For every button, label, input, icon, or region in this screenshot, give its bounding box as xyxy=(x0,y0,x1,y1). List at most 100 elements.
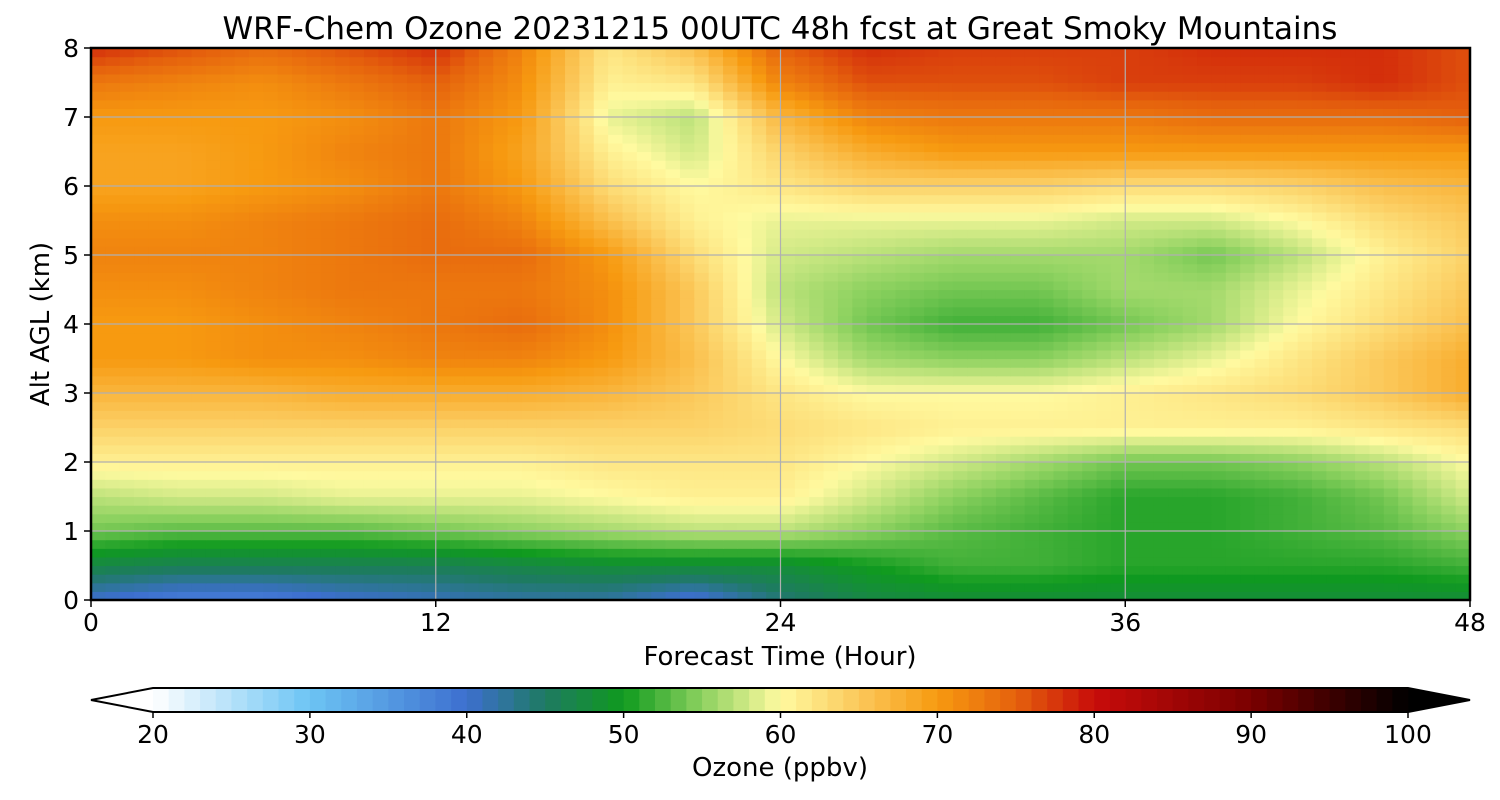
heatmap-cell xyxy=(91,401,106,411)
heatmap-cell xyxy=(1240,332,1256,342)
heatmap-cell xyxy=(148,531,164,541)
heatmap-cell xyxy=(751,177,767,187)
heatmap-cell xyxy=(148,582,164,592)
heatmap-cell xyxy=(737,263,753,273)
heatmap-cell xyxy=(708,315,724,325)
heatmap-cell xyxy=(1125,324,1141,334)
heatmap-cell xyxy=(292,453,308,463)
heatmap-cell xyxy=(1441,453,1457,463)
heatmap-cell xyxy=(1096,177,1112,187)
heatmap-cell xyxy=(119,306,135,316)
heatmap-cell xyxy=(895,470,911,480)
heatmap-cell xyxy=(723,565,738,575)
heatmap-cell xyxy=(1039,315,1055,325)
heatmap-cell xyxy=(952,418,968,429)
heatmap-cell xyxy=(665,453,681,463)
heatmap-cell xyxy=(1153,298,1169,308)
heatmap-cell xyxy=(191,444,207,454)
heatmap-cell xyxy=(751,393,767,403)
heatmap-cell xyxy=(177,315,193,325)
heatmap-cell xyxy=(593,574,609,584)
heatmap-cell xyxy=(895,341,911,351)
heatmap-cell xyxy=(335,548,351,558)
heatmap-cell xyxy=(1211,246,1227,256)
heatmap-cell xyxy=(1340,229,1356,239)
heatmap-cell xyxy=(162,358,178,368)
heatmap-cell xyxy=(263,263,279,273)
heatmap-cell xyxy=(1010,229,1026,239)
heatmap-cell xyxy=(363,246,379,256)
heatmap-cell xyxy=(909,358,925,368)
heatmap-cell xyxy=(1297,280,1313,291)
heatmap-cell xyxy=(780,565,796,575)
heatmap-cell xyxy=(191,220,207,230)
heatmap-cell xyxy=(1082,453,1098,463)
heatmap-cell xyxy=(177,565,193,575)
heatmap-cell xyxy=(981,436,997,446)
heatmap-cell xyxy=(694,306,710,316)
heatmap-cell xyxy=(995,272,1011,282)
heatmap-cell xyxy=(378,177,394,187)
heatmap-cell xyxy=(277,341,293,351)
heatmap-cell xyxy=(708,341,724,351)
heatmap-cell xyxy=(1110,582,1126,592)
heatmap-cell xyxy=(1082,582,1098,592)
heatmap-cell xyxy=(780,315,796,325)
heatmap-cell xyxy=(852,505,868,515)
heatmap-cell xyxy=(450,151,466,161)
heatmap-cell xyxy=(220,574,236,584)
heatmap-cell xyxy=(421,582,437,592)
heatmap-cell xyxy=(651,384,667,394)
heatmap-cell xyxy=(608,367,624,377)
heatmap-cell xyxy=(478,427,494,437)
heatmap-cell xyxy=(1168,539,1184,549)
heatmap-cell xyxy=(694,539,710,549)
heatmap-cell xyxy=(981,220,997,230)
heatmap-cell xyxy=(1139,367,1155,377)
heatmap-cell xyxy=(1340,263,1356,273)
heatmap-cell xyxy=(220,203,236,213)
heatmap-cell xyxy=(335,358,351,368)
heatmap-cell xyxy=(521,160,537,170)
heatmap-cell xyxy=(981,522,997,532)
heatmap-cell xyxy=(1225,539,1241,549)
heatmap-cell xyxy=(895,263,911,273)
heatmap-cell xyxy=(1197,358,1213,368)
heatmap-cell xyxy=(507,453,523,463)
heatmap-cell xyxy=(263,539,279,549)
heatmap-cell xyxy=(1024,367,1040,377)
heatmap-cell xyxy=(1283,522,1299,532)
heatmap-cell xyxy=(794,332,810,342)
heatmap-cell xyxy=(507,418,523,429)
heatmap-cell xyxy=(952,186,968,196)
heatmap-cell xyxy=(363,289,379,299)
heatmap-cell xyxy=(1082,513,1098,523)
heatmap-cell xyxy=(837,548,853,558)
heatmap-cell xyxy=(105,505,121,515)
heatmap-cell xyxy=(392,401,408,411)
heatmap-cell xyxy=(794,574,810,584)
heatmap-cell xyxy=(536,194,552,204)
heatmap-cell xyxy=(1039,280,1055,291)
heatmap-cell xyxy=(119,246,135,256)
heatmap-cell xyxy=(1067,539,1083,549)
heatmap-cell xyxy=(464,324,480,334)
heatmap-cell xyxy=(378,487,394,498)
heatmap-cell xyxy=(1240,393,1256,403)
heatmap-cell xyxy=(1240,255,1256,265)
heatmap-cell xyxy=(277,487,293,498)
heatmap-cell xyxy=(263,487,279,498)
heatmap-cell xyxy=(148,393,164,403)
heatmap-cell xyxy=(967,211,983,222)
heatmap-cell xyxy=(1067,341,1083,351)
heatmap-cell xyxy=(1067,151,1083,161)
heatmap-cell xyxy=(1369,444,1385,454)
heatmap-cell xyxy=(1182,168,1198,178)
heatmap-cell xyxy=(392,384,408,394)
heatmap-cell xyxy=(1024,341,1040,351)
heatmap-cell xyxy=(636,522,652,532)
heatmap-cell xyxy=(335,393,351,403)
heatmap-cell xyxy=(1182,418,1198,429)
heatmap-cell xyxy=(1211,341,1227,351)
heatmap-cell xyxy=(995,255,1011,265)
